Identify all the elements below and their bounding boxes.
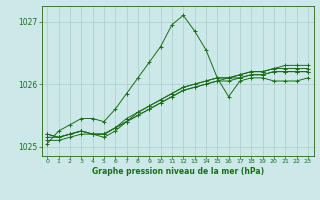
X-axis label: Graphe pression niveau de la mer (hPa): Graphe pression niveau de la mer (hPa): [92, 167, 264, 176]
